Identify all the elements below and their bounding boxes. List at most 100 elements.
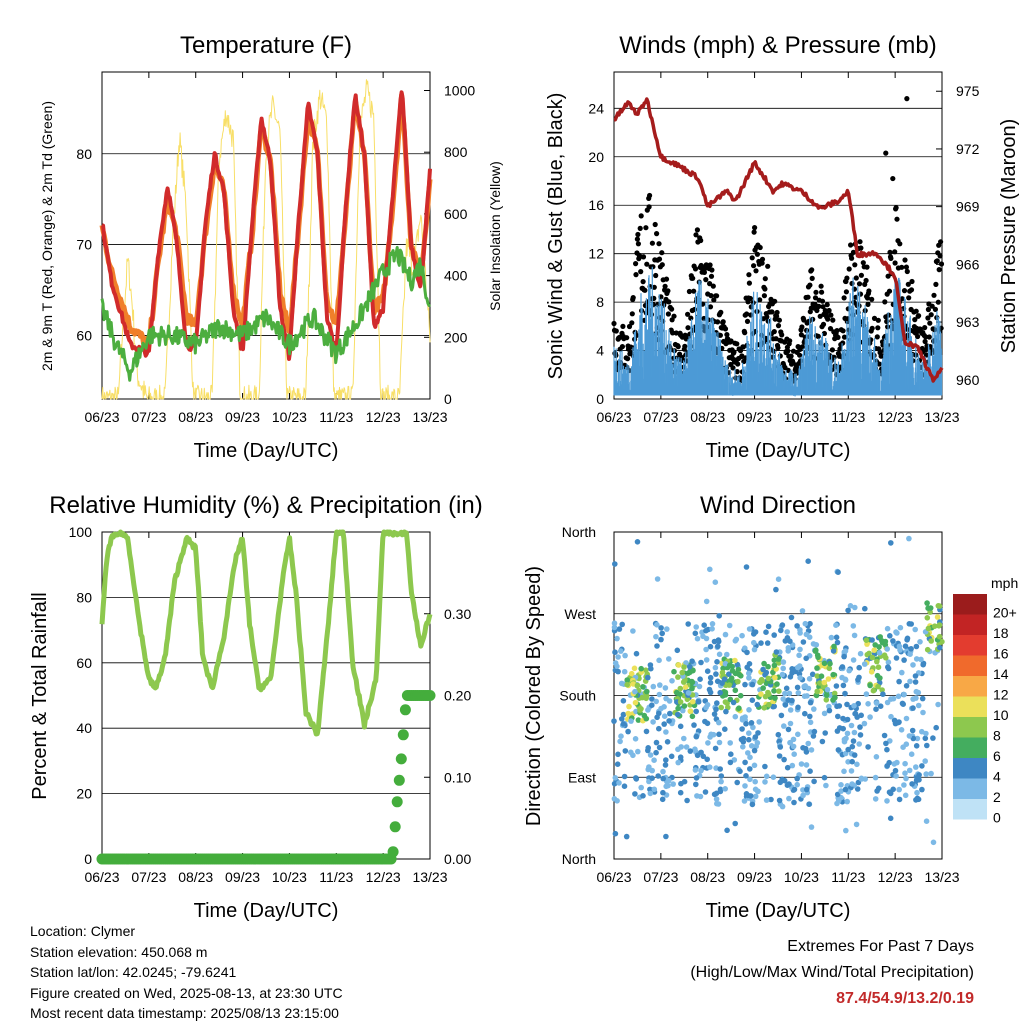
gust-point [925, 306, 932, 313]
direction-point [751, 639, 757, 646]
direction-point [833, 683, 840, 689]
direction-point [840, 682, 847, 689]
direction-point [846, 667, 852, 674]
direction-point [675, 674, 681, 680]
gust-point [749, 255, 755, 261]
direction-point [700, 633, 706, 640]
direction-point [804, 786, 810, 793]
y-tick-label: 60 [76, 655, 92, 671]
direction-point [856, 741, 862, 747]
direction-point [850, 623, 857, 629]
gust-point [883, 150, 889, 156]
x-tick-label: 12/23 [366, 409, 401, 425]
direction-point [794, 623, 800, 629]
direction-point [838, 782, 844, 788]
direction-point [935, 701, 941, 708]
gust-point [654, 231, 660, 237]
gust-point [769, 309, 775, 315]
direction-point [666, 777, 672, 784]
extremes-title: Extremes For Past 7 Days [787, 938, 974, 955]
precip-point [393, 774, 405, 786]
x-tick-label: 12/23 [878, 869, 913, 885]
direction-point [839, 664, 846, 670]
direction-point [821, 774, 828, 781]
direction-point [914, 789, 920, 796]
direction-point [745, 792, 751, 799]
direction-point [798, 761, 805, 767]
legend-swatch [953, 676, 987, 697]
direction-point [903, 715, 910, 722]
direction-point [611, 718, 617, 724]
gust-point [762, 276, 768, 282]
gust-point [905, 281, 911, 287]
direction-point [854, 786, 861, 792]
direction-point [724, 651, 730, 658]
gust-point [937, 253, 943, 259]
direction-point [884, 646, 890, 652]
gust-point [824, 302, 830, 308]
elevation-text: Station elevation: 450.068 m [30, 943, 208, 960]
direction-point [912, 626, 918, 633]
dewpoint-line [100, 245, 432, 382]
direction-point [789, 666, 795, 672]
gust-point [635, 241, 642, 247]
direction-point [712, 579, 719, 585]
direction-point [715, 643, 721, 650]
gust-point [656, 241, 662, 247]
direction-point [630, 628, 636, 634]
direction-point [781, 756, 787, 763]
gust-point [906, 295, 912, 301]
direction-point [833, 622, 839, 628]
direction-point [754, 740, 761, 746]
direction-point [890, 695, 897, 702]
direction-point [936, 603, 943, 609]
direction-point [698, 749, 704, 756]
direction-point [890, 786, 896, 793]
gust-point [761, 293, 768, 299]
x-axis-label: Time (Day/UTC) [706, 440, 851, 462]
direction-point [653, 633, 659, 640]
direction-point [910, 662, 916, 668]
direction-point [895, 719, 901, 726]
gust-point [831, 354, 837, 360]
direction-point [850, 657, 857, 663]
direction-point [851, 632, 858, 639]
direction-point [839, 674, 845, 681]
direction-point [869, 637, 875, 643]
direction-point [746, 736, 752, 743]
direction-point [779, 776, 785, 783]
direction-point [677, 789, 684, 796]
gust-point [709, 267, 715, 273]
direction-point [913, 656, 920, 662]
direction-point [797, 675, 803, 681]
gust-point [882, 299, 888, 305]
direction-point [682, 684, 689, 690]
direction-point [649, 696, 655, 702]
gust-point [812, 295, 819, 301]
direction-point [800, 792, 806, 799]
gust-point [629, 311, 635, 317]
direction-point [675, 759, 681, 766]
gust-point [692, 306, 698, 313]
direction-point [849, 781, 855, 787]
x-tick-label: 09/23 [225, 869, 260, 885]
direction-point [783, 685, 790, 692]
y-tick-label: South [559, 688, 596, 704]
direction-point [843, 827, 849, 834]
direction-point [775, 731, 782, 738]
direction-point [887, 790, 894, 797]
direction-point [619, 716, 625, 722]
direction-point [873, 754, 880, 760]
direction-point [784, 629, 790, 635]
direction-point [796, 663, 803, 669]
gust-point [894, 216, 900, 222]
direction-point [751, 646, 758, 653]
direction-point [707, 566, 713, 573]
gust-point [849, 280, 855, 287]
direction-point [770, 774, 777, 780]
direction-point [714, 700, 720, 706]
gust-point [841, 334, 848, 340]
x-tick-label: 13/23 [924, 869, 959, 885]
gust-point [652, 221, 658, 228]
gust-point [852, 262, 858, 268]
